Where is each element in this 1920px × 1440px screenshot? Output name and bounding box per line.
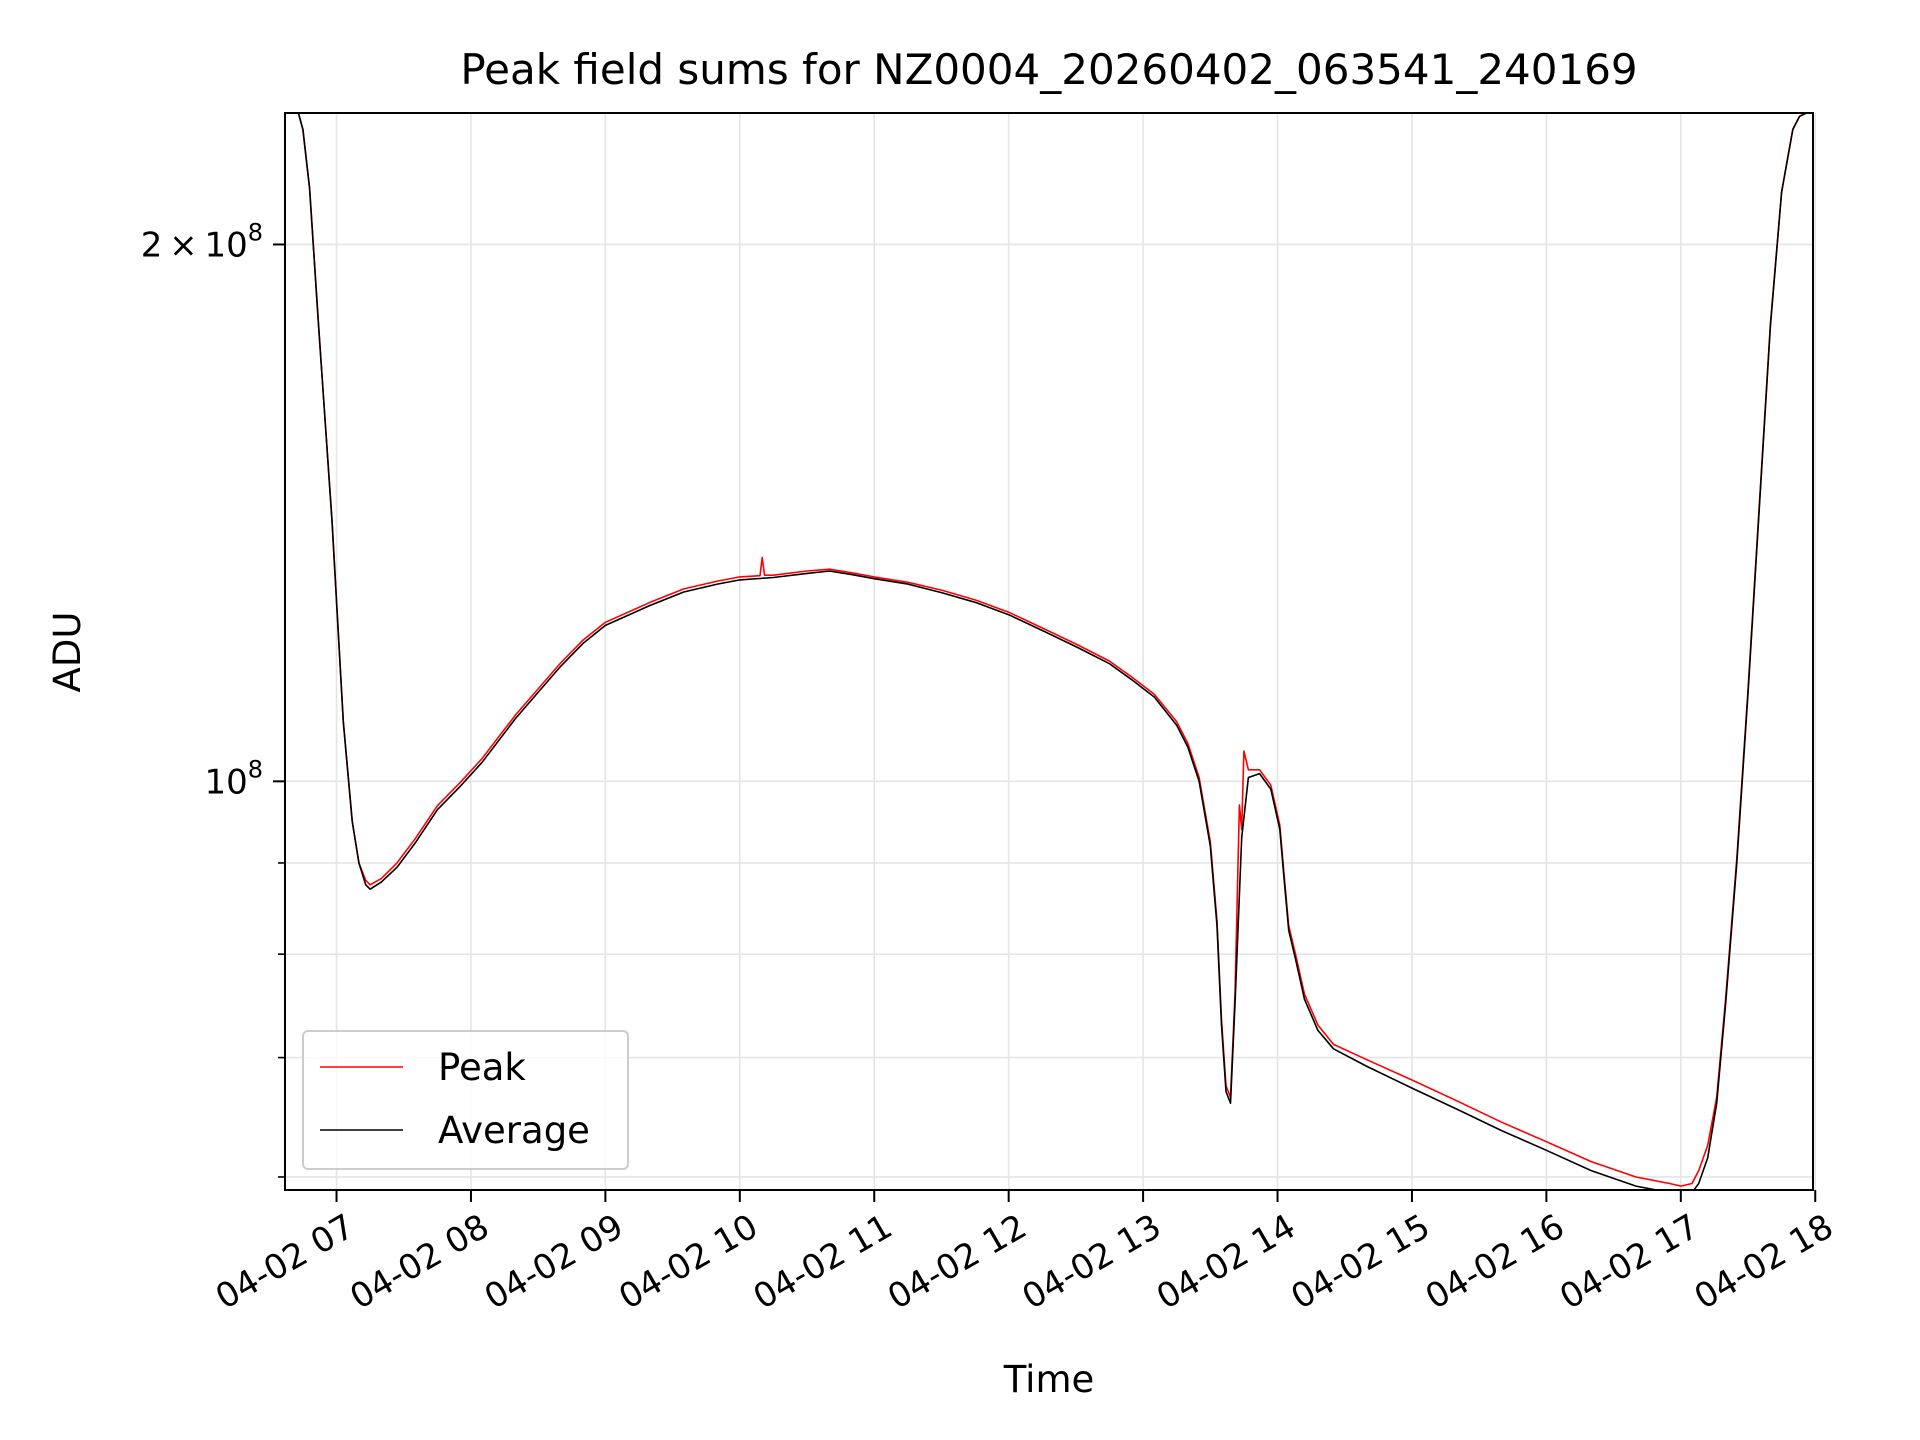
series-line-peak	[285, 113, 1813, 1187]
y-axis-label: ADU	[46, 612, 89, 693]
x-axis-label: Time	[1003, 1358, 1095, 1401]
legend-label-average: Average	[438, 1109, 590, 1152]
chart-title: Peak field sums for NZ0004_20260402_0635…	[460, 45, 1637, 94]
legend-box	[302, 1030, 629, 1170]
y-tick-label-prefix: 2 ×	[141, 225, 205, 265]
y-tick-label-base: 10	[204, 762, 247, 802]
y-tick-label-base: 10	[204, 225, 247, 265]
y-tick-label: 108	[204, 755, 263, 802]
plot-frame	[284, 112, 1814, 1191]
y-tick-label-exponent: 8	[248, 755, 263, 783]
series-line-average	[285, 113, 1813, 1190]
legend: Peak Average	[302, 1030, 629, 1170]
legend-label-peak: Peak	[438, 1046, 526, 1089]
grid-layer	[285, 113, 1817, 1190]
y-tick-label-exponent: 8	[248, 218, 263, 246]
y-tick-label: 2 × 108	[141, 218, 263, 265]
series-layer	[285, 113, 1813, 1190]
